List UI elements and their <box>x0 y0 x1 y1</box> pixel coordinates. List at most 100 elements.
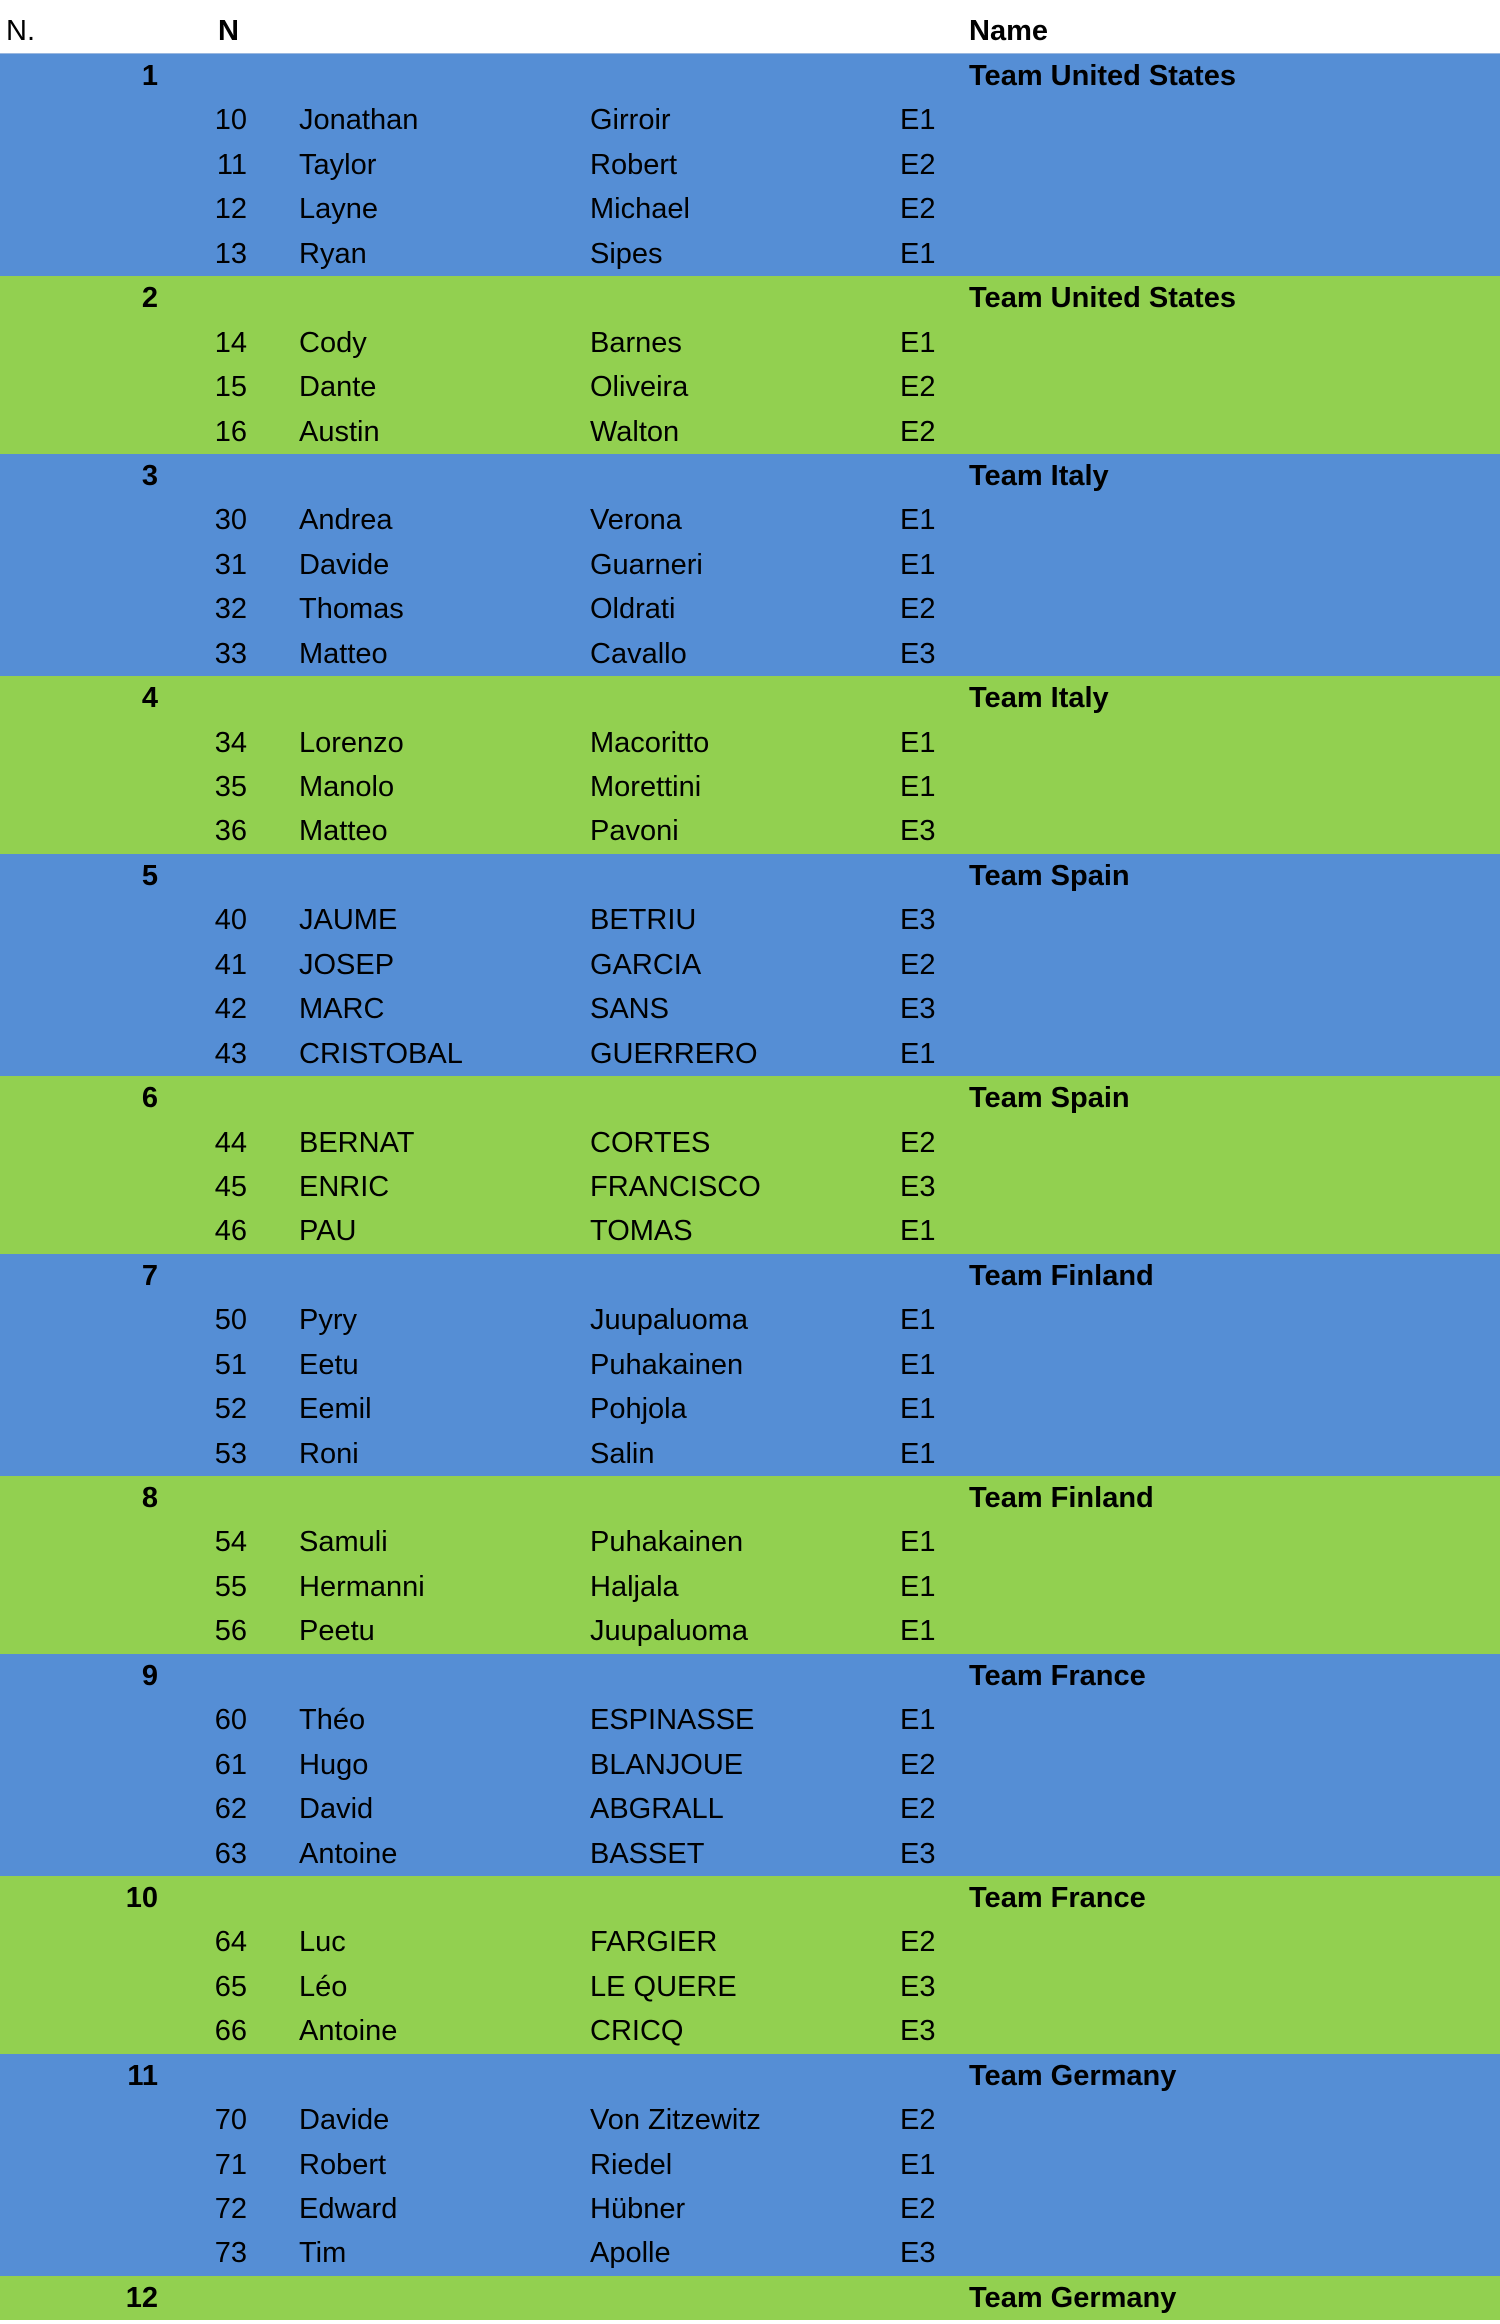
team-name: Team Germany <box>969 2281 1177 2314</box>
player-last-name: Salin <box>590 1437 655 1470</box>
player-row[interactable]: 60 Théo ESPINASSE E1 <box>0 1698 1500 1743</box>
player-row[interactable]: 50 Pyry Juupaluoma E1 <box>0 1298 1500 1343</box>
player-row[interactable]: 45 ENRIC FRANCISCO E3 <box>0 1164 1500 1210</box>
team-number: 2 <box>141 282 158 315</box>
player-category: E1 <box>900 504 936 537</box>
player-category: E3 <box>900 993 936 1026</box>
player-category: E2 <box>900 2193 936 2225</box>
player-category: E3 <box>900 1837 936 1870</box>
player-row[interactable]: 44 BERNAT CORTES E2 <box>0 1120 1500 1165</box>
player-row[interactable]: 31 Davide Guarneri E1 <box>0 542 1500 588</box>
player-category: E2 <box>900 1926 936 1959</box>
player-row[interactable]: 54 Samuli Puhakainen E1 <box>0 1520 1500 1565</box>
team-row[interactable]: 7 Team Finland <box>0 1253 1500 1299</box>
team-row[interactable]: 12 Team Germany <box>0 2275 1500 2321</box>
player-category: E1 <box>900 1615 936 1648</box>
player-first-name: Manolo <box>299 771 395 803</box>
player-row[interactable]: 70 Davide Von Zitzewitz E2 <box>0 2098 1500 2143</box>
team-name: Team Spain <box>969 1082 1130 1115</box>
player-first-name: Peetu <box>299 1615 375 1648</box>
player-number: 44 <box>214 1126 247 1159</box>
player-first-name: Davide <box>299 2104 390 2137</box>
player-row[interactable]: 16 Austin Walton E2 <box>0 409 1500 454</box>
player-number: 13 <box>214 237 247 270</box>
player-row[interactable]: 15 Dante Oliveira E2 <box>0 365 1500 410</box>
player-number: 11 <box>216 148 247 181</box>
player-row[interactable]: 66 Antoine CRICQ E3 <box>0 2009 1500 2054</box>
player-row[interactable]: 63 Antoine BASSET E3 <box>0 1831 1500 1876</box>
player-last-name: Pavoni <box>590 815 679 848</box>
team-row[interactable]: 11 Team Germany <box>0 2053 1500 2099</box>
player-number: 30 <box>214 504 247 537</box>
player-last-name: Oldrati <box>590 593 676 626</box>
player-row[interactable]: 10 Jonathan Girroir E1 <box>0 98 1500 143</box>
player-row[interactable]: 46 PAU TOMAS E1 <box>0 1209 1500 1254</box>
player-row[interactable]: 72 Edward Hübner E2 <box>0 2187 1500 2232</box>
player-first-name: Roni <box>299 1437 359 1470</box>
player-row[interactable]: 12 Layne Michael E2 <box>0 187 1500 232</box>
player-last-name: BLANJOUE <box>590 1748 744 1781</box>
player-row[interactable]: 51 Eetu Puhakainen E1 <box>0 1342 1500 1388</box>
player-row[interactable]: 62 David ABGRALL E2 <box>0 1787 1500 1832</box>
player-row[interactable]: 34 Lorenzo Macoritto E1 <box>0 720 1500 765</box>
team-row[interactable]: 4 Team Italy <box>0 676 1500 721</box>
team-number: 4 <box>141 682 158 715</box>
player-category: E1 <box>900 1704 936 1737</box>
player-row[interactable]: 13 Ryan Sipes E1 <box>0 231 1500 277</box>
team-row[interactable]: 5 Team Spain <box>0 853 1500 899</box>
player-last-name: ESPINASSE <box>590 1704 755 1737</box>
player-category: E3 <box>900 815 936 848</box>
player-number: 56 <box>214 1615 247 1648</box>
player-number: 54 <box>214 1526 247 1559</box>
player-row[interactable]: 30 Andrea Verona E1 <box>0 498 1500 543</box>
player-category: E1 <box>900 326 936 359</box>
player-row[interactable]: 64 Luc FARGIER E2 <box>0 1920 1500 1965</box>
player-row[interactable]: 33 Matteo Cavallo E3 <box>0 631 1500 677</box>
team-row[interactable]: 1 Team United States <box>0 54 1500 99</box>
player-row[interactable]: 35 Manolo Morettini E1 <box>0 765 1500 810</box>
team-row[interactable]: 10 Team France <box>0 1875 1500 1921</box>
player-row[interactable]: 55 Hermanni Haljala E1 <box>0 1564 1500 1610</box>
team-row[interactable]: 9 Team France <box>0 1653 1500 1699</box>
player-row[interactable]: 42 MARC SANS E3 <box>0 987 1500 1032</box>
player-number: 63 <box>214 1837 247 1870</box>
player-number: 32 <box>214 593 247 626</box>
team-row[interactable]: 8 Team Finland <box>0 1476 1500 1521</box>
player-row[interactable]: 65 Léo LE QUERE E3 <box>0 1964 1500 2010</box>
player-row[interactable]: 56 Peetu Juupaluoma E1 <box>0 1609 1500 1654</box>
player-row[interactable]: 14 Cody Barnes E1 <box>0 320 1500 366</box>
player-category: E3 <box>900 1170 936 1203</box>
player-last-name: Puhakainen <box>590 1348 744 1381</box>
player-number: 53 <box>214 1437 247 1470</box>
player-first-name: Antoine <box>299 2015 398 2048</box>
player-row[interactable]: 73 Tim Apolle E3 <box>0 2231 1500 2276</box>
player-first-name: Eemil <box>299 1393 372 1426</box>
player-category: E2 <box>900 1748 936 1781</box>
player-row[interactable]: 36 Matteo Pavoni E3 <box>0 809 1500 854</box>
player-first-name: PAU <box>299 1215 357 1248</box>
player-first-name: Robert <box>299 2148 387 2181</box>
player-number: 14 <box>214 326 247 359</box>
player-first-name: Tim <box>299 2237 347 2270</box>
team-row[interactable]: 3 Team Italy <box>0 453 1500 499</box>
player-row[interactable]: 71 Robert Riedel E1 <box>0 2142 1500 2187</box>
player-number: 66 <box>214 2015 247 2048</box>
player-row[interactable]: 52 Eemil Pohjola E1 <box>0 1387 1500 1432</box>
player-row[interactable]: 32 Thomas Oldrati E2 <box>0 587 1500 632</box>
player-last-name: Girroir <box>590 104 671 137</box>
header-no: N. <box>6 15 35 47</box>
player-first-name: Davide <box>299 548 390 581</box>
player-row[interactable]: 53 Roni Salin E1 <box>0 1431 1500 1476</box>
player-row[interactable]: 61 Hugo BLANJOUE E2 <box>0 1742 1500 1788</box>
player-last-name: FRANCISCO <box>590 1170 761 1203</box>
player-last-name: Apolle <box>590 2237 671 2270</box>
player-category: E3 <box>900 1970 936 2003</box>
team-row[interactable]: 2 Team United States <box>0 276 1500 321</box>
player-row[interactable]: 43 CRISTOBAL GUERRERO E1 <box>0 1031 1500 1077</box>
team-name: Team Italy <box>969 459 1109 492</box>
player-row[interactable]: 11 Taylor Robert E2 <box>0 142 1500 188</box>
team-row[interactable]: 6 Team Spain <box>0 1076 1500 1121</box>
player-row[interactable]: 40 JAUME BETRIU E3 <box>0 898 1500 943</box>
player-number: 50 <box>214 1304 247 1337</box>
player-row[interactable]: 41 JOSEP GARCIA E2 <box>0 942 1500 988</box>
